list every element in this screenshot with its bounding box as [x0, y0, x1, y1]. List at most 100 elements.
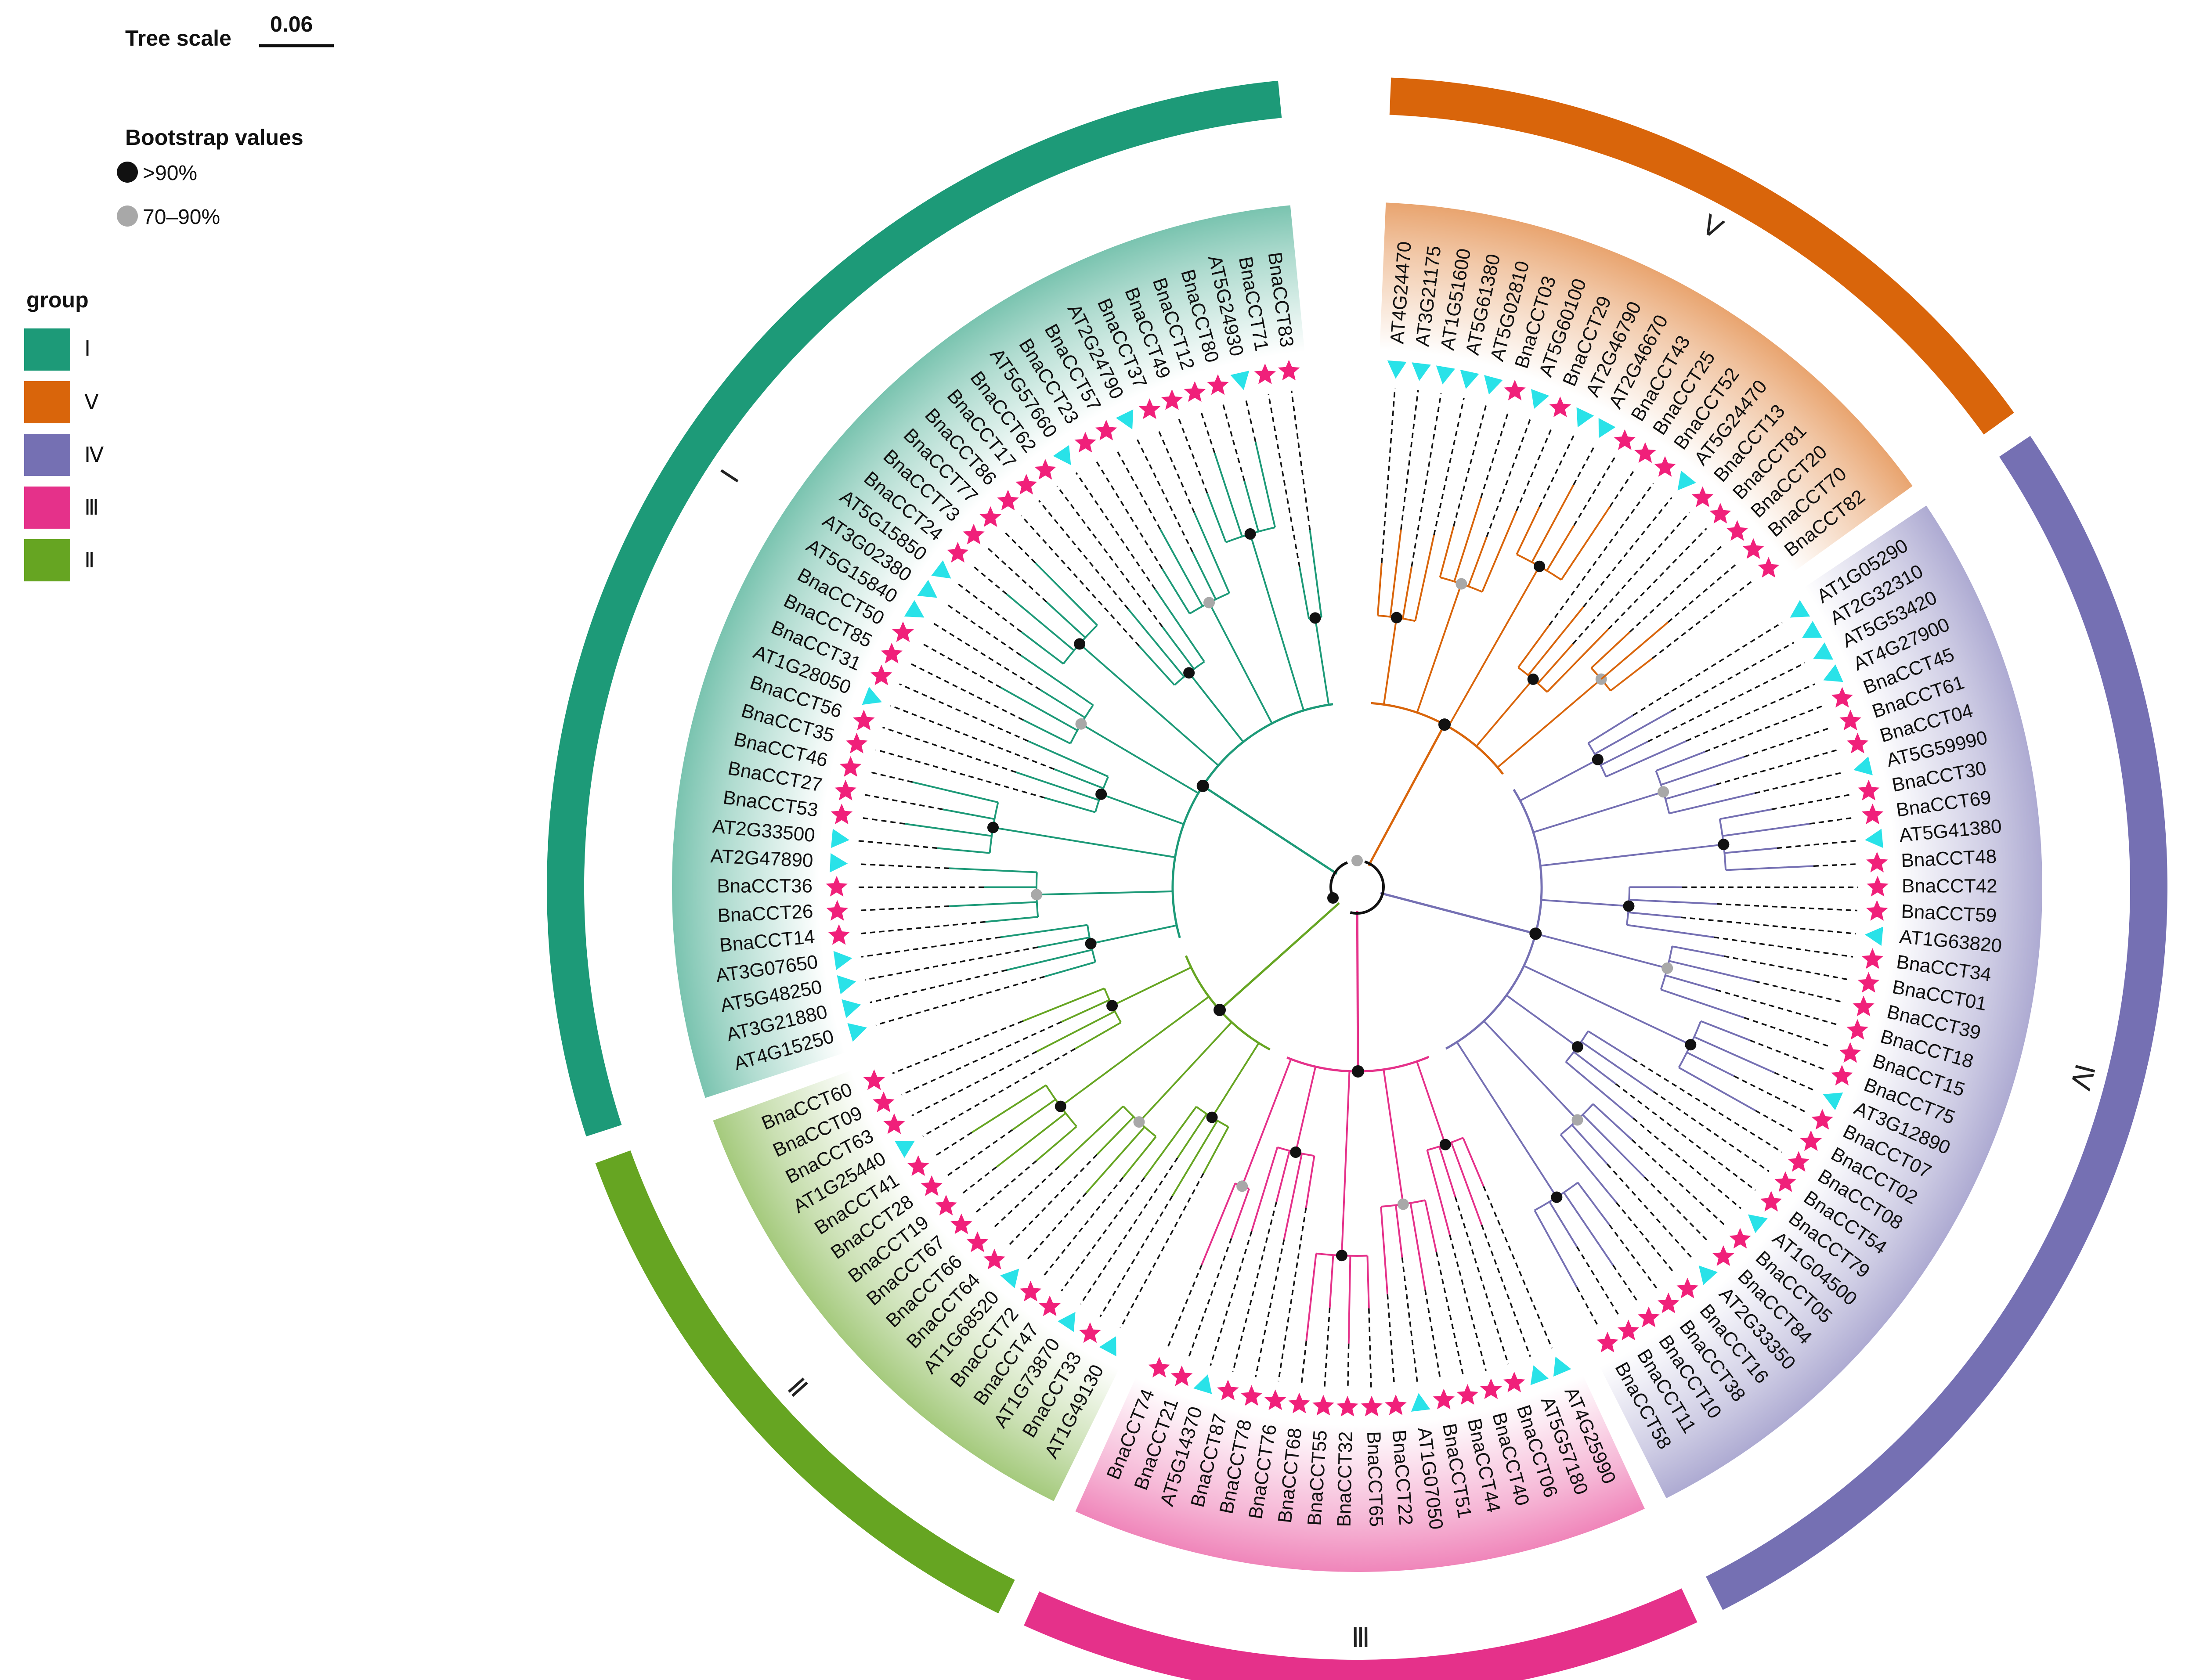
star-marker	[853, 710, 875, 731]
triangle-marker	[1864, 927, 1883, 946]
star-marker	[1207, 374, 1229, 395]
leaf-branch	[1138, 645, 1175, 686]
bootstrap-node	[1183, 667, 1195, 679]
leaf-dashed-extension	[1744, 1017, 1832, 1048]
star-marker	[1800, 1130, 1822, 1151]
leaf-dashed-extension	[1549, 483, 1654, 626]
star-marker	[1654, 456, 1676, 477]
leaf-branch	[1000, 686, 1078, 732]
leaf-branch	[1177, 1113, 1208, 1158]
star-marker	[1831, 1064, 1853, 1085]
tree-scale-value: 0.06	[270, 12, 313, 36]
leaf-branch	[1044, 797, 1096, 813]
triangle-marker	[1099, 1336, 1116, 1356]
leaf-branch	[949, 867, 1037, 873]
star-marker	[863, 1069, 885, 1090]
leaf-dashed-extension	[1042, 1177, 1124, 1277]
leaf-dashed-extension	[858, 840, 938, 849]
star-marker	[839, 756, 862, 777]
leaf-branch	[1409, 1203, 1426, 1290]
leaf-dashed-extension	[1777, 840, 1856, 849]
subclade-branch	[1080, 723, 1199, 794]
leaf-branch	[1563, 1192, 1614, 1266]
leaf-dashed-extension	[1347, 1343, 1350, 1388]
leaf-branch	[904, 823, 992, 837]
leaf-branch	[1560, 1134, 1617, 1203]
leaf-dashed-extension	[1424, 1289, 1441, 1381]
leaf-dashed-extension	[1020, 515, 1140, 647]
leaf-dashed-extension	[1723, 955, 1849, 981]
leaf-branch	[1309, 530, 1322, 617]
triangle-marker	[1802, 621, 1822, 638]
leaf-branch	[1162, 626, 1195, 670]
leaf-dashed-extension	[972, 565, 1008, 595]
leaf-dashed-extension	[958, 583, 1022, 633]
leaf-dashed-extension	[1573, 446, 1595, 485]
star-marker	[1839, 1042, 1861, 1063]
leaf-dashed-extension	[1454, 1196, 1509, 1365]
subclade-branch	[1483, 1020, 1578, 1121]
leaf-branch	[1655, 750, 1705, 772]
leaf-branch	[1438, 1146, 1456, 1197]
star-marker	[1184, 381, 1206, 402]
leaf-dashed-extension	[1609, 469, 1635, 507]
leaf-dashed-extension	[1483, 1186, 1553, 1348]
star-marker	[907, 1155, 929, 1176]
leaf-branch	[1571, 1124, 1608, 1165]
star-marker	[1148, 1356, 1170, 1377]
group-band-II	[713, 1070, 1119, 1501]
leaf-branch	[1022, 988, 1105, 1022]
leaf-dashed-extension	[890, 705, 1055, 770]
leaf-branch	[1573, 1051, 1616, 1085]
leaf-branch	[1395, 1205, 1403, 1258]
bootstrap-node	[1309, 612, 1321, 624]
triangle-marker	[917, 580, 937, 598]
leaf-dashed-extension	[1755, 1110, 1794, 1133]
triangle-marker	[1865, 829, 1883, 848]
star-marker	[1074, 432, 1096, 453]
leaf-branch	[1254, 441, 1276, 528]
leaf-dashed-extension	[1435, 1251, 1464, 1377]
bootstrap-node	[1290, 1146, 1302, 1158]
star-marker	[1758, 557, 1780, 578]
leaf-branch	[1592, 1103, 1633, 1141]
group-ring-II	[595, 1150, 1015, 1614]
bootstrap-node	[1718, 839, 1730, 851]
leaf-branch	[1726, 865, 1813, 871]
star-marker	[1079, 1322, 1101, 1343]
leaf-branch	[1171, 1120, 1218, 1197]
leaf-dashed-extension	[1080, 1157, 1178, 1305]
leaf-branch	[1528, 606, 1584, 676]
bootstrap-node	[1551, 1191, 1563, 1203]
star-marker	[1861, 804, 1884, 825]
leaf-branch	[1694, 1036, 1775, 1074]
leaf-dashed-extension	[1809, 817, 1853, 825]
star-marker	[1361, 1395, 1383, 1417]
leaf-dashed-extension	[975, 1160, 1037, 1213]
leaf-dashed-extension	[1749, 1039, 1824, 1070]
star-marker	[1857, 972, 1880, 993]
star-marker	[1846, 1019, 1868, 1040]
leaf-branch	[1424, 1200, 1438, 1252]
leaf-branch	[1061, 999, 1110, 1023]
group-band-III	[1075, 1375, 1645, 1572]
leaf-branch	[1581, 1041, 1654, 1092]
bootstrap-node	[1106, 1000, 1118, 1012]
leaf-branch	[1127, 608, 1185, 678]
triangle-marker	[847, 1023, 867, 1042]
leaf-branch	[1214, 453, 1243, 537]
bootstrap-node	[1661, 962, 1673, 974]
leaf-dashed-extension	[1612, 1265, 1639, 1302]
leaf-label: BnaCCT48	[1900, 846, 1997, 872]
subclade-branch	[1340, 1071, 1351, 1256]
leaf-branch	[996, 1112, 1066, 1168]
bootstrap-node	[1327, 892, 1339, 904]
leaf-branch	[949, 901, 1037, 907]
star-marker	[966, 1231, 989, 1252]
star-marker	[1853, 995, 1875, 1017]
leaf-branch	[1015, 771, 1100, 801]
bootstrap-node	[1397, 1198, 1409, 1210]
leaf-branch	[1075, 1021, 1122, 1050]
leaf-branch	[1549, 1201, 1578, 1247]
subclade-branch	[1447, 566, 1540, 727]
